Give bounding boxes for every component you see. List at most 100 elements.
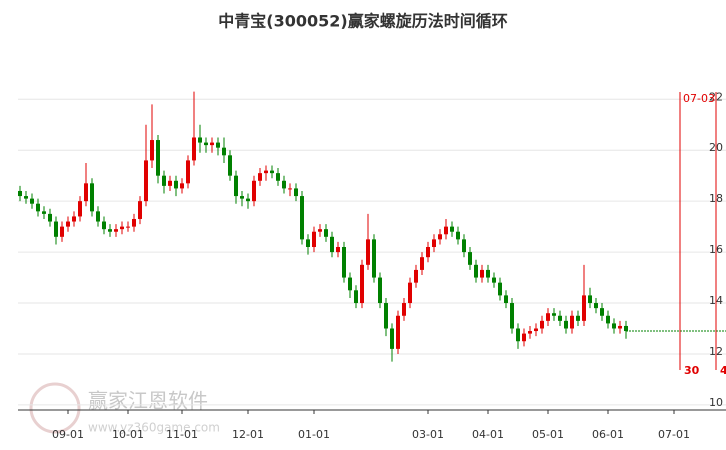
candle-body	[468, 252, 472, 265]
watermark-url: www.yz360game.com	[88, 421, 220, 435]
candle-body	[576, 315, 580, 321]
candle-body	[414, 269, 418, 283]
candle-body	[18, 190, 22, 197]
candle-body	[312, 231, 316, 247]
candle-body	[240, 196, 244, 199]
candle-body	[360, 264, 364, 304]
candle-body	[402, 303, 406, 316]
candle-body	[432, 239, 436, 247]
candle-body	[66, 221, 70, 227]
candle-body	[234, 175, 238, 197]
candle-body	[594, 303, 598, 309]
x-tick-label: 03-01	[412, 428, 444, 441]
candle-body	[198, 137, 202, 143]
candle-body	[222, 147, 226, 156]
candle-body	[462, 239, 466, 253]
candle-body	[480, 269, 484, 278]
candle-body	[168, 180, 172, 186]
candle-body	[288, 188, 292, 190]
candle-body	[150, 140, 154, 161]
candle-body	[270, 170, 274, 174]
x-tick-label: 11-01	[166, 428, 198, 441]
candle-body	[348, 277, 352, 291]
candle-body	[552, 313, 556, 316]
candle-body	[354, 290, 358, 304]
candle-body	[78, 201, 82, 217]
cycle-bottom-label: 4	[720, 364, 726, 377]
candle-body	[582, 295, 586, 321]
candle-body	[252, 180, 256, 202]
candle-body	[522, 333, 526, 342]
candle-body	[588, 295, 592, 304]
candle-body	[84, 183, 88, 202]
candle-body	[228, 155, 232, 176]
candle-body	[558, 315, 562, 321]
candle-body	[264, 170, 268, 174]
candle-body	[366, 239, 370, 265]
x-tick-label: 01-01	[298, 428, 330, 441]
candle-body	[534, 328, 538, 332]
candle-body	[180, 183, 184, 189]
candle-body	[138, 201, 142, 219]
x-tick-label: 10-01	[112, 428, 144, 441]
candle-body	[396, 315, 400, 349]
candle-body	[390, 328, 394, 349]
candle-body	[54, 221, 58, 237]
x-tick-label: 06-01	[592, 428, 624, 441]
candle-body	[528, 331, 532, 334]
candle-body	[36, 203, 40, 212]
candle-body	[330, 236, 334, 253]
candle-body	[162, 175, 166, 186]
chart-title: 中青宝(300052)赢家螺旋历法时间循环	[218, 12, 507, 31]
candle-body	[96, 211, 100, 222]
candle-body	[90, 183, 94, 212]
candle-body	[426, 247, 430, 258]
x-tick-label: 04-01	[472, 428, 504, 441]
candle-body	[342, 247, 346, 278]
candle-body	[192, 137, 196, 161]
x-tick-label: 07-01	[658, 428, 690, 441]
candle-body	[606, 315, 610, 324]
candle-body	[408, 282, 412, 304]
cycle-top-label: 07-03	[683, 92, 715, 105]
candle-body	[300, 196, 304, 240]
candle-body	[456, 231, 460, 240]
candle-body	[474, 264, 478, 278]
candle-body	[486, 269, 490, 278]
candle-body	[102, 221, 106, 230]
candle-body	[618, 325, 622, 329]
candle-body	[72, 216, 76, 222]
candle-body	[624, 325, 628, 332]
candle-body	[444, 226, 448, 235]
candle-body	[120, 226, 124, 230]
candle-body	[306, 239, 310, 247]
candle-body	[504, 295, 508, 304]
x-tick-label: 05-01	[532, 428, 564, 441]
candle-body	[258, 173, 262, 181]
x-tick-label: 09-01	[52, 428, 84, 441]
candle-body	[42, 211, 46, 214]
candle-body	[450, 226, 454, 232]
candle-body	[564, 320, 568, 329]
candle-body	[612, 323, 616, 329]
candle-body	[420, 257, 424, 270]
y-tick-label: 10	[709, 396, 723, 409]
cycle-bottom-label: 30	[684, 364, 700, 377]
candle-body	[540, 320, 544, 329]
candle-body	[372, 239, 376, 278]
candle-body	[336, 247, 340, 253]
candle-body	[216, 142, 220, 148]
candle-body	[282, 180, 286, 189]
candle-body	[156, 140, 160, 176]
candle-body	[546, 313, 550, 321]
x-tick-label: 12-01	[232, 428, 264, 441]
candle-body	[294, 188, 298, 197]
candle-body	[378, 277, 382, 304]
candle-body	[24, 196, 28, 199]
candle-body	[318, 229, 322, 232]
candle-body	[48, 213, 52, 222]
candle-body	[126, 226, 130, 228]
candle-body	[30, 198, 34, 204]
candle-body	[246, 198, 250, 202]
